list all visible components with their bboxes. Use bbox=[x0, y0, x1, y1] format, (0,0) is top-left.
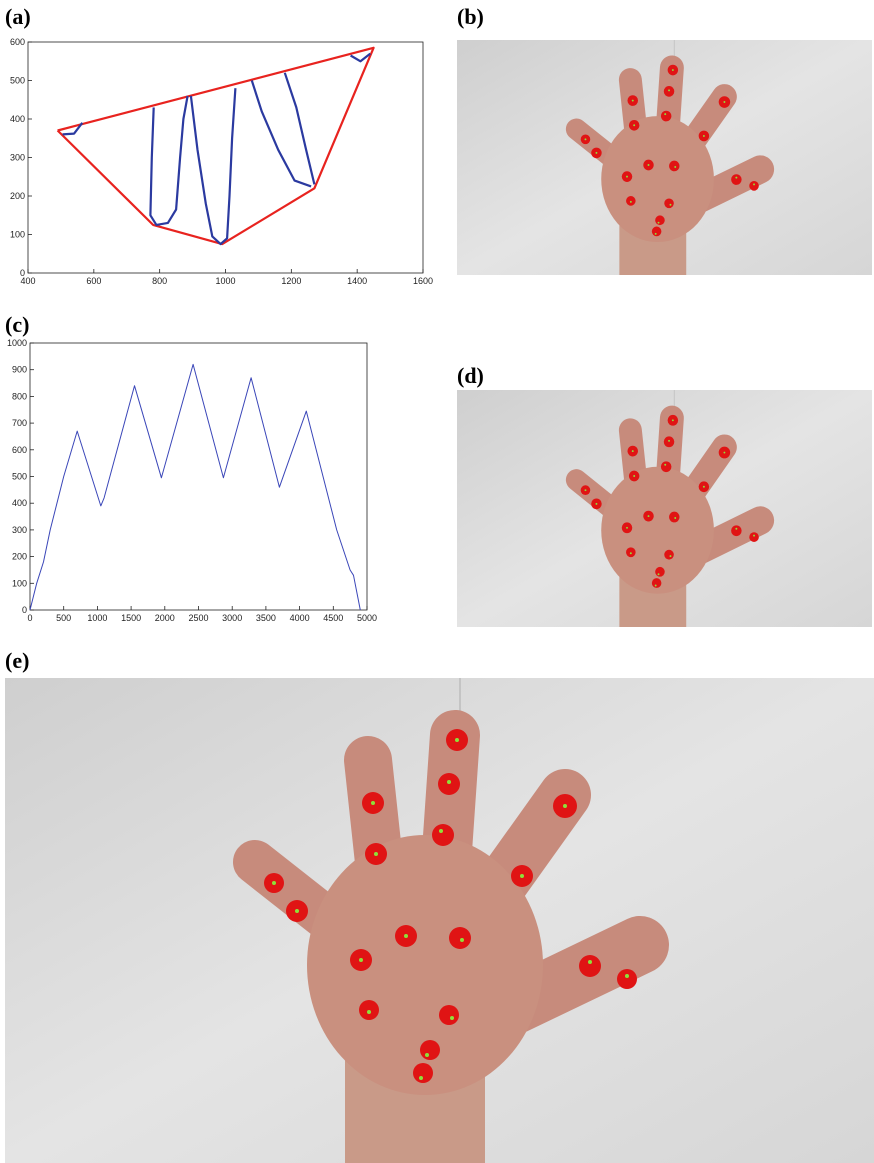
figure: (a) (b) (c) (d) (e) 40060080010001200140… bbox=[0, 0, 874, 1163]
y-tick-label: 800 bbox=[12, 391, 27, 401]
x-tick-label: 1000 bbox=[215, 276, 235, 286]
panel-label: (a) bbox=[5, 4, 31, 29]
y-tick-label: 600 bbox=[10, 37, 25, 47]
y-tick-label: 500 bbox=[12, 472, 27, 482]
y-tick-label: 0 bbox=[22, 605, 27, 615]
y-tick-label: 700 bbox=[12, 418, 27, 428]
y-tick-label: 100 bbox=[10, 230, 25, 240]
panel-label: (c) bbox=[5, 312, 29, 337]
x-tick-label: 2000 bbox=[155, 613, 175, 623]
x-tick-label: 600 bbox=[86, 276, 101, 286]
y-tick-label: 300 bbox=[10, 153, 25, 163]
y-tick-label: 400 bbox=[10, 114, 25, 124]
y-tick-label: 900 bbox=[12, 365, 27, 375]
x-tick-label: 3500 bbox=[256, 613, 276, 623]
panel-label: (d) bbox=[457, 363, 484, 388]
x-tick-label: 800 bbox=[152, 276, 167, 286]
x-tick-label: 500 bbox=[56, 613, 71, 623]
x-tick-label: 1500 bbox=[121, 613, 141, 623]
photo-e bbox=[5, 678, 874, 1163]
panel-label: (e) bbox=[5, 648, 29, 673]
x-tick-label: 1400 bbox=[347, 276, 367, 286]
y-tick-label: 500 bbox=[10, 76, 25, 86]
y-tick-label: 300 bbox=[12, 525, 27, 535]
y-tick-label: 600 bbox=[12, 445, 27, 455]
page: (a) (b) (c) (d) (e) 40060080010001200140… bbox=[0, 0, 874, 1163]
x-tick-label: 0 bbox=[27, 613, 32, 623]
photo-d bbox=[457, 390, 872, 627]
x-tick-label: 1600 bbox=[413, 276, 433, 286]
x-tick-label: 1000 bbox=[87, 613, 107, 623]
x-tick-label: 1200 bbox=[281, 276, 301, 286]
y-tick-label: 400 bbox=[12, 498, 27, 508]
panel-label: (b) bbox=[457, 4, 484, 29]
y-tick-label: 200 bbox=[12, 552, 27, 562]
x-tick-label: 5000 bbox=[357, 613, 377, 623]
photo-b bbox=[457, 40, 872, 275]
y-tick-label: 1000 bbox=[7, 338, 27, 348]
y-tick-label: 100 bbox=[12, 578, 27, 588]
x-tick-label: 2500 bbox=[188, 613, 208, 623]
y-tick-label: 0 bbox=[20, 268, 25, 278]
x-tick-label: 3000 bbox=[222, 613, 242, 623]
y-tick-label: 200 bbox=[10, 191, 25, 201]
x-tick-label: 4000 bbox=[290, 613, 310, 623]
x-tick-label: 4500 bbox=[323, 613, 343, 623]
